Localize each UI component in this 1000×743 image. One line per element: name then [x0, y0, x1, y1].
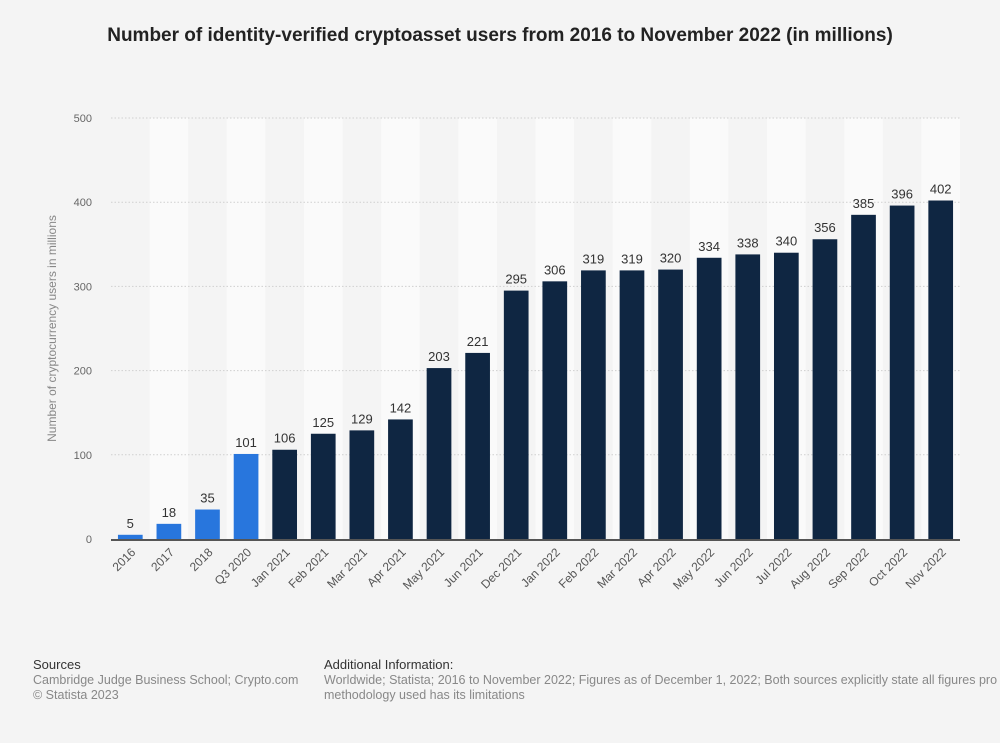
x-tick-label: 2016	[110, 545, 139, 574]
data-label: 142	[390, 400, 412, 415]
bar	[735, 254, 761, 540]
bar	[581, 270, 606, 539]
data-label: 319	[621, 251, 643, 266]
additional-info-text-2: methodology used has its limitations	[324, 688, 525, 702]
bar	[195, 509, 220, 539]
data-label: 319	[583, 251, 605, 266]
x-tick-label: May 2022	[670, 545, 717, 592]
data-label: 35	[200, 491, 214, 506]
data-label: 338	[737, 235, 759, 250]
copyright: © Statista 2023	[33, 688, 119, 702]
bar	[773, 252, 799, 539]
bar	[542, 281, 568, 539]
x-tick-label: Sep 2022	[825, 545, 871, 591]
data-label: 306	[544, 262, 566, 277]
data-label: 320	[660, 251, 682, 266]
data-label: 129	[351, 411, 373, 426]
additional-info-heading: Additional Information:	[324, 657, 454, 672]
bar	[233, 453, 259, 539]
data-label: 385	[853, 196, 875, 211]
y-tick-label: 400	[74, 197, 92, 209]
data-label: 340	[775, 234, 797, 249]
bar	[465, 352, 490, 539]
data-label: 125	[312, 415, 334, 430]
bar	[619, 270, 645, 539]
bar	[388, 419, 413, 539]
band-stripe	[149, 118, 189, 539]
chart-title: Number of identity-verified cryptoasset …	[107, 25, 893, 46]
bar	[889, 205, 915, 539]
bar	[349, 430, 375, 539]
x-tick-label: 2017	[148, 545, 177, 574]
data-label: 203	[428, 349, 450, 364]
x-tick-label: Jan 2021	[248, 545, 293, 590]
bar	[117, 534, 143, 539]
x-tick-label: 2018	[187, 545, 216, 574]
x-tick-label: Nov 2022	[903, 545, 949, 591]
x-tick-label: May 2021	[400, 545, 447, 592]
data-label: 18	[162, 505, 176, 520]
data-label: 221	[467, 334, 489, 349]
x-tick-label: Aug 2022	[787, 545, 833, 591]
data-label: 402	[930, 182, 952, 197]
data-label: 356	[814, 220, 836, 235]
bar	[812, 239, 838, 540]
y-tick-label: 300	[74, 281, 92, 293]
x-tick-label: Feb 2022	[556, 545, 602, 591]
x-tick-label: Dec 2021	[478, 545, 524, 591]
sources-block: Sources Cambridge Judge Business School;…	[33, 657, 298, 703]
x-tick-label: Mar 2022	[594, 545, 640, 591]
bar-chart: 0 100 200 300 400 500 Number of cryptocurrency…	[45, 113, 960, 592]
data-label: 295	[505, 272, 527, 287]
x-tick-label: Mar 2021	[324, 545, 370, 591]
bar	[851, 214, 876, 539]
sources-heading: Sources	[33, 657, 81, 672]
bar	[156, 523, 182, 539]
sources-text: Cambridge Judge Business School; Crypto.…	[33, 673, 299, 687]
y-axis-label: Number of cryptocurrency users in millio…	[45, 215, 59, 442]
x-tick-label: Jan 2022	[518, 545, 563, 590]
x-tick-label: Jun 2022	[711, 545, 756, 590]
y-tick-label: 100	[74, 450, 92, 462]
y-tick-label: 200	[74, 366, 92, 378]
bar	[658, 269, 683, 539]
bar	[928, 200, 954, 540]
bar	[310, 433, 336, 539]
bar	[696, 257, 722, 539]
data-label: 396	[891, 187, 913, 202]
x-tick-label: Feb 2021	[286, 545, 332, 591]
data-label: 106	[274, 431, 296, 446]
data-label: 101	[235, 435, 257, 450]
bar	[272, 449, 298, 539]
y-tick-label: 0	[86, 534, 92, 546]
y-tick-label: 500	[74, 113, 92, 125]
bar	[503, 290, 529, 539]
additional-info-block: Additional Information: Worldwide; Stati…	[324, 657, 997, 703]
data-label: 5	[127, 516, 134, 531]
data-label: 334	[698, 239, 720, 254]
additional-info-text: Worldwide; Statista; 2016 to November 20…	[324, 673, 998, 687]
bar	[426, 368, 452, 539]
